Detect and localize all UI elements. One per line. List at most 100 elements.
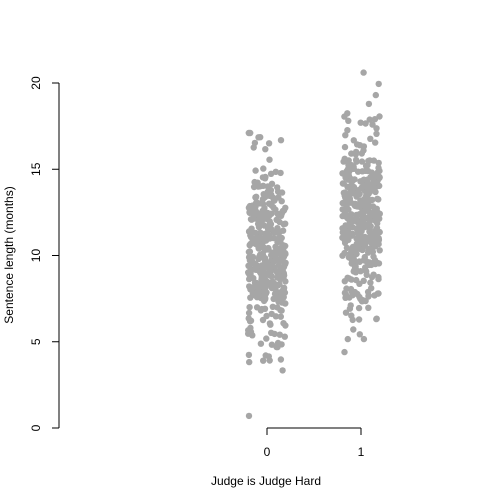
data-point <box>253 304 261 311</box>
data-point <box>339 234 346 241</box>
data-point <box>345 254 353 261</box>
data-point <box>355 316 363 323</box>
data-point <box>375 275 382 283</box>
data-point <box>362 120 369 127</box>
data-point <box>364 162 371 169</box>
data-point <box>248 225 255 232</box>
data-point <box>247 240 254 248</box>
data-point <box>372 208 379 215</box>
data-point <box>261 234 268 242</box>
data-point <box>280 272 288 279</box>
data-point <box>280 207 288 214</box>
data-point <box>277 356 285 363</box>
data-point <box>275 234 283 241</box>
data-point <box>344 274 351 281</box>
data-point <box>360 277 367 284</box>
data-point <box>357 119 364 126</box>
data-point <box>266 357 273 364</box>
data-point <box>367 174 374 181</box>
data-point <box>359 223 367 230</box>
data-point <box>249 258 256 265</box>
data-point <box>375 237 382 245</box>
data-point <box>363 205 370 213</box>
data-point <box>265 140 273 147</box>
data-point <box>260 265 267 272</box>
data-point <box>259 174 267 181</box>
data-point <box>365 246 372 254</box>
data-point <box>262 146 269 153</box>
data-point <box>348 176 356 183</box>
data-point <box>270 204 277 211</box>
data-point <box>363 258 370 265</box>
data-point <box>282 249 289 257</box>
data-point <box>372 227 379 234</box>
data-point <box>246 248 254 255</box>
data-point <box>246 304 253 311</box>
data-point <box>360 147 367 154</box>
data-point <box>282 278 289 285</box>
data-point <box>261 193 269 201</box>
y-tick-label: 15 <box>29 162 43 176</box>
data-point <box>245 309 253 317</box>
data-point <box>358 158 366 165</box>
data-point <box>375 290 382 297</box>
y-tick-label: 5 <box>29 338 43 345</box>
data-point <box>372 139 379 146</box>
data-point <box>255 134 262 141</box>
data-point <box>366 217 373 225</box>
data-point <box>345 117 352 125</box>
data-point <box>370 157 378 164</box>
data-point <box>342 132 349 139</box>
data-point <box>367 223 374 230</box>
data-point <box>353 240 361 248</box>
data-point <box>261 246 269 254</box>
data-point <box>360 236 367 243</box>
data-point <box>358 298 366 305</box>
data-point <box>251 139 259 147</box>
data-point <box>367 135 374 142</box>
data-point <box>272 248 279 255</box>
data-point <box>270 234 277 242</box>
data-point <box>247 233 255 241</box>
data-point <box>277 313 284 320</box>
data-point <box>246 275 253 283</box>
data-point <box>275 298 282 305</box>
data-point <box>253 199 260 206</box>
data-point <box>342 291 350 298</box>
data-point <box>366 116 373 123</box>
x-tick-label: 0 <box>264 445 271 459</box>
data-point <box>366 228 373 235</box>
data-point <box>360 335 368 343</box>
data-point <box>356 331 363 338</box>
data-point <box>273 216 280 223</box>
data-point <box>374 232 381 240</box>
data-point <box>245 254 253 261</box>
data-point <box>246 358 253 366</box>
data-point <box>344 127 351 134</box>
data-point <box>275 256 282 264</box>
y-axis-label: Sentence length (months) <box>2 186 16 323</box>
data-point <box>340 158 347 165</box>
data-point <box>253 266 260 273</box>
data-point <box>339 180 347 187</box>
data-point <box>350 326 357 333</box>
data-point <box>257 251 264 258</box>
data-point <box>278 264 285 271</box>
data-point <box>246 202 254 210</box>
data-point <box>275 282 282 289</box>
y-tick-label: 20 <box>29 76 43 90</box>
data-point <box>371 217 379 224</box>
data-point <box>342 205 349 212</box>
data-point <box>266 264 273 271</box>
data-point <box>342 194 349 201</box>
data-point <box>341 143 349 151</box>
data-point <box>356 211 363 218</box>
y-ticks: 0 5 10 15 20 <box>29 76 59 431</box>
data-point <box>259 316 267 324</box>
data-point <box>352 148 360 156</box>
data-point <box>263 289 270 296</box>
data-point <box>264 226 272 233</box>
data-point <box>351 263 359 270</box>
data-point <box>272 168 279 175</box>
